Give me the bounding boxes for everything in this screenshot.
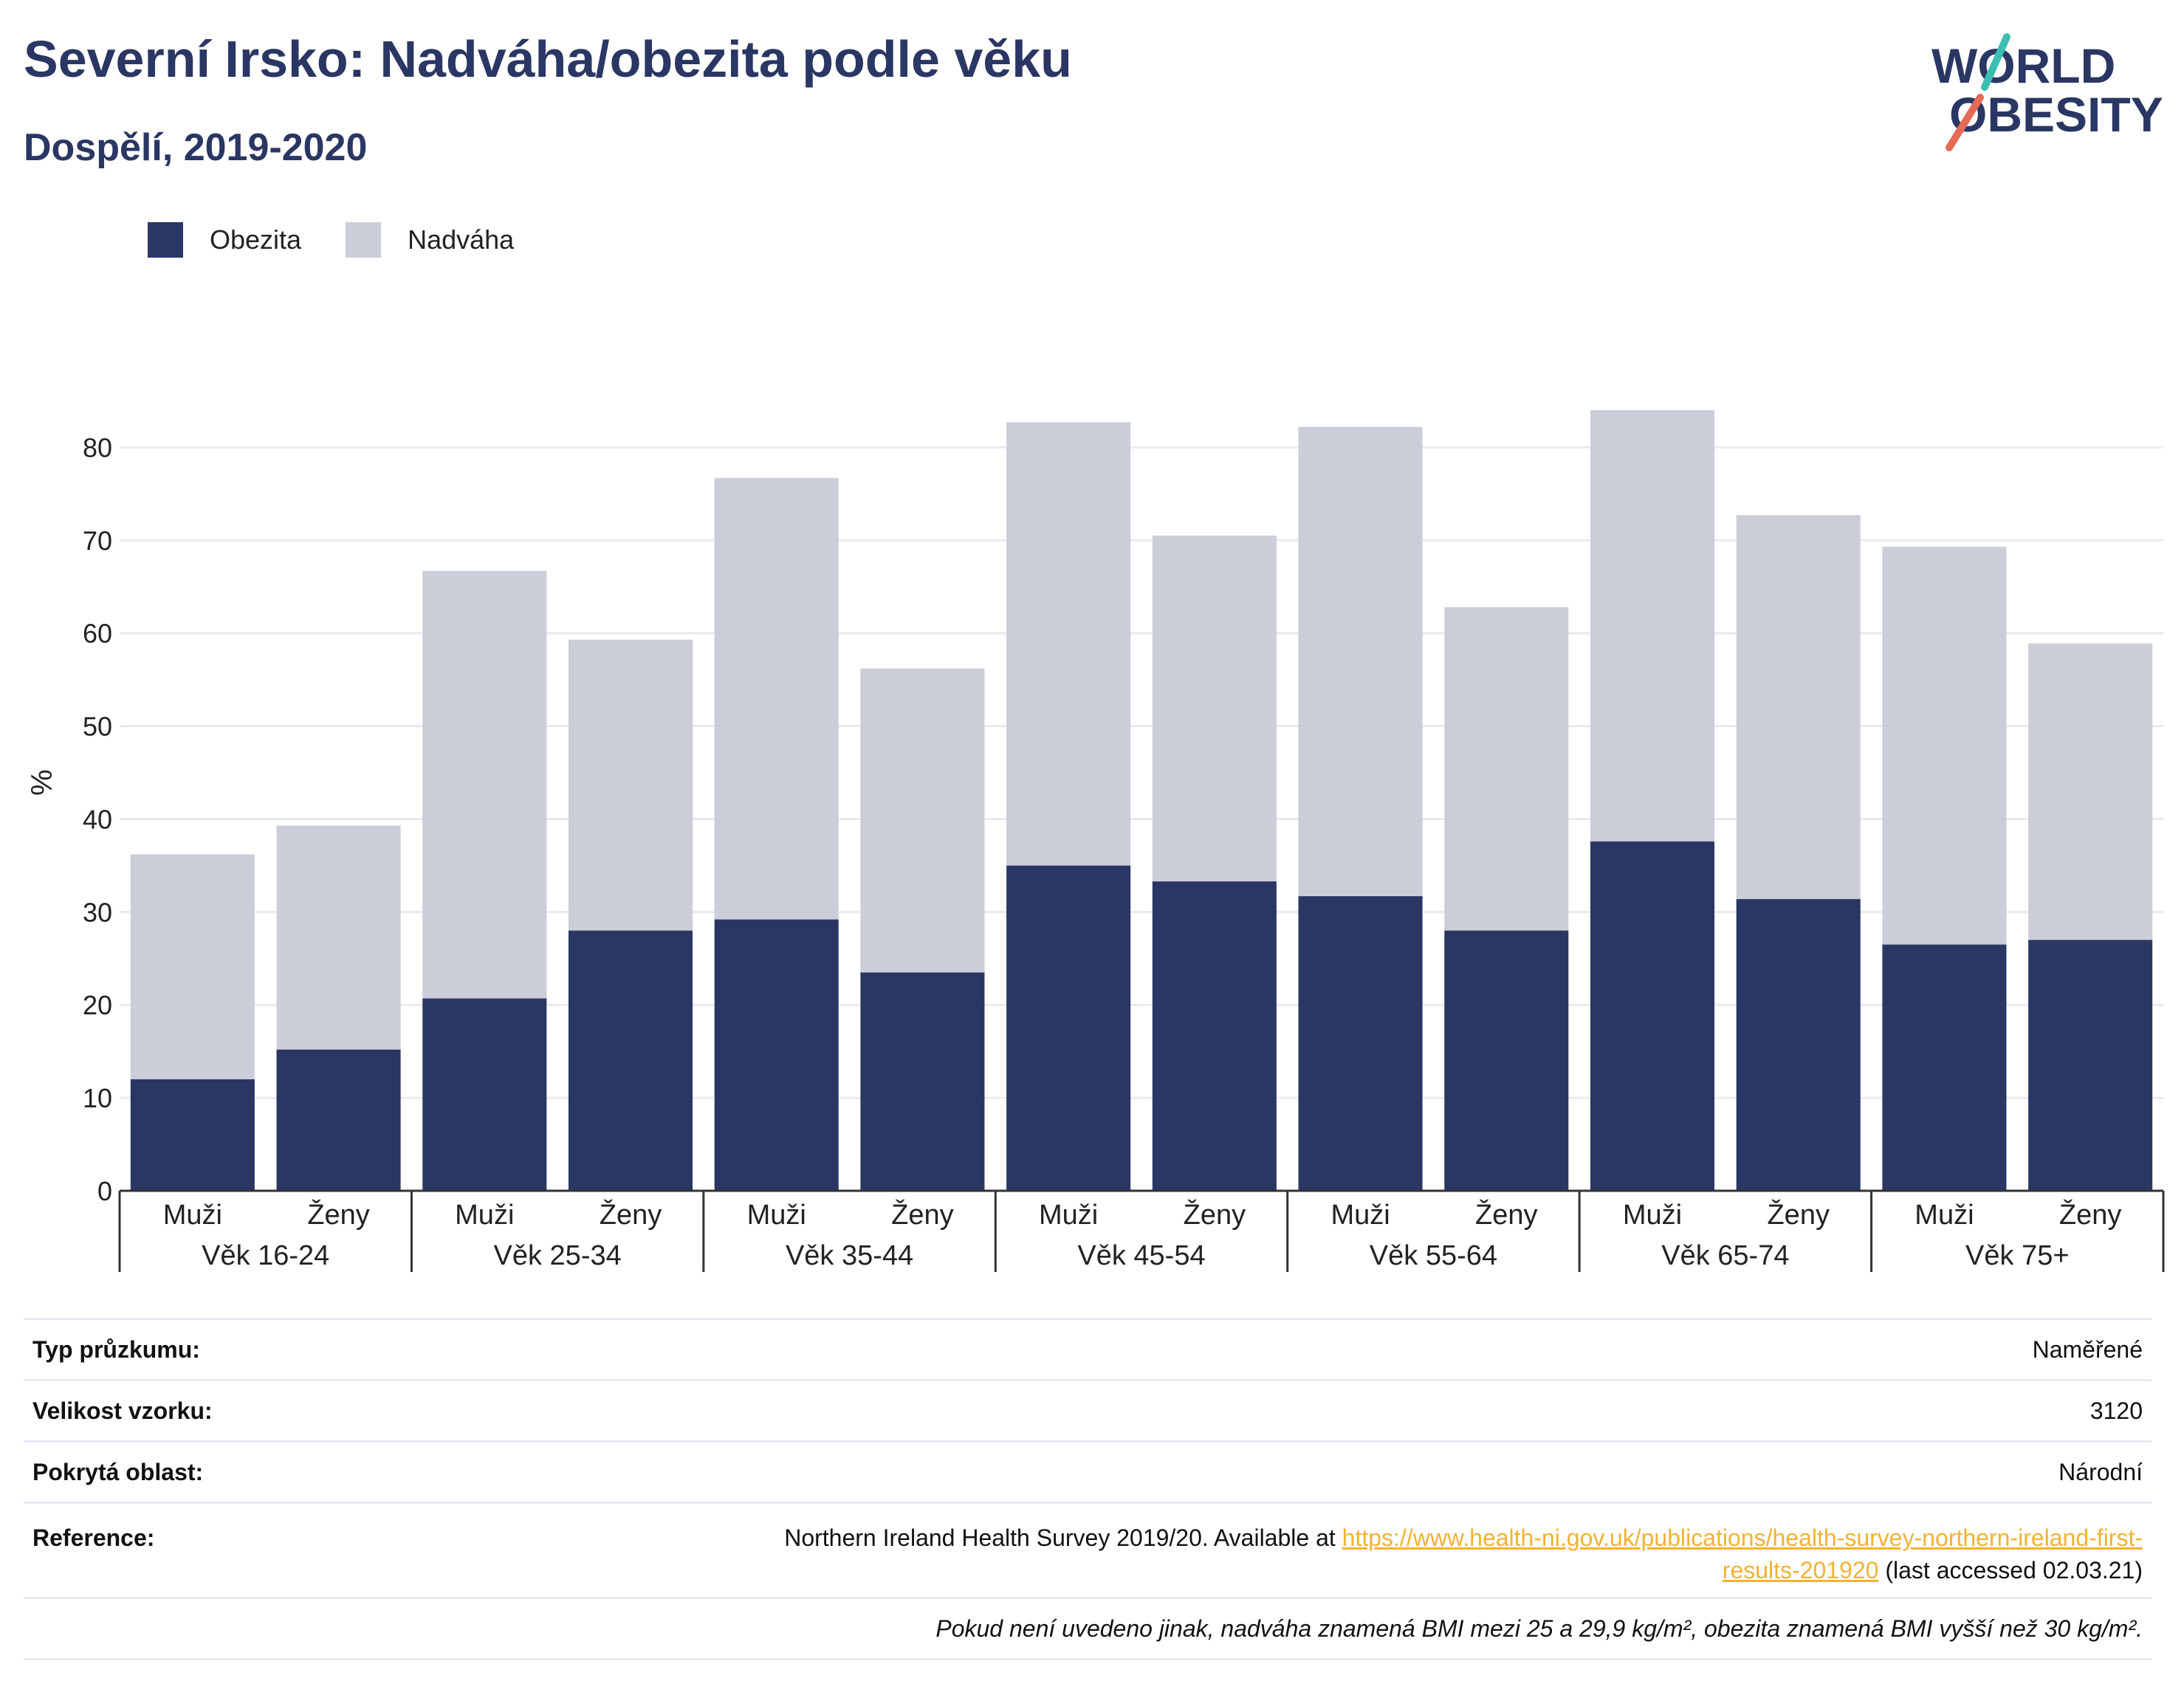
x-tick-label: Ženy	[307, 1199, 369, 1231]
y-tick-label: 20	[83, 990, 112, 1020]
bar-obesity	[714, 919, 839, 1191]
info-row-sample-size: Velikost vzorku: 3120	[24, 1379, 2152, 1440]
info-row-coverage: Pokrytá oblast: Národní	[24, 1440, 2152, 1502]
reference-link-continued[interactable]: results-201920	[1722, 1557, 1879, 1584]
survey-info-table: Typ průzkumu: Naměřené Velikost vzorku: …	[24, 1318, 2152, 1660]
x-tick-label: Ženy	[600, 1199, 662, 1231]
x-tick-label: Ženy	[1184, 1199, 1246, 1231]
group-label: Věk 75+	[1965, 1240, 2070, 1271]
survey-type-value: Naměřené	[2032, 1335, 2143, 1363]
bar-obesity	[1444, 930, 1569, 1191]
bar-obesity	[1736, 898, 1861, 1191]
info-row-note: Pokud není uvedeno jinak, nadváha znamen…	[24, 1597, 2152, 1660]
x-tick-label: Muži	[163, 1200, 222, 1231]
bar-obesity	[1006, 865, 1131, 1191]
bar-overweight	[714, 478, 839, 920]
y-tick-label: 30	[83, 897, 112, 927]
bar-overweight	[1736, 515, 1861, 899]
definition-note: Pokud není uvedeno jinak, nadváha znamen…	[935, 1615, 2143, 1642]
y-tick-label: 40	[83, 804, 112, 834]
x-tick-label: Ženy	[891, 1199, 953, 1231]
bar-obesity	[2028, 940, 2153, 1191]
legend-label-overweight: Nadváha	[408, 224, 515, 255]
bar-overweight	[422, 571, 547, 999]
bar-overweight	[2028, 643, 2153, 941]
page-title: Severní Irsko: Nadváha/obezita podle věk…	[24, 30, 1072, 88]
bar-overweight	[1152, 535, 1277, 881]
sample-size-value: 3120	[2089, 1397, 2143, 1424]
bar-obesity	[568, 930, 693, 1191]
survey-type-label: Typ průzkumu:	[32, 1335, 200, 1363]
group-label: Věk 55-64	[1370, 1240, 1497, 1271]
x-tick-label: Muži	[1915, 1200, 1974, 1231]
legend-label-obesity: Obezita	[210, 224, 302, 255]
reference-value: Northern Ireland Health Survey 2019/20. …	[784, 1504, 2143, 1586]
y-tick-label: 70	[83, 526, 112, 556]
group-label: Věk 35-44	[786, 1240, 913, 1271]
x-tick-label: Ženy	[1767, 1199, 1829, 1231]
y-axis-label: %	[26, 769, 58, 796]
chart-legend: Obezita Nadváha	[148, 221, 558, 258]
legend-swatch-obesity	[148, 222, 183, 258]
bar-obesity	[1298, 895, 1423, 1191]
coverage-label: Pokrytá oblast:	[32, 1458, 204, 1485]
bar-obesity	[1152, 881, 1277, 1191]
bar-overweight	[1882, 546, 2007, 945]
reference-suffix: (last accessed 02.03.21)	[1878, 1557, 2143, 1584]
stacked-bar-chart: 0 10 20 30 40 50 60 70 80% Muži Ženy Muži Ženy Muži Že…	[26, 410, 2165, 1272]
bar-obesity	[1882, 944, 2007, 1191]
group-label: Věk 25-34	[494, 1240, 622, 1271]
group-label: Věk 16-24	[202, 1240, 329, 1271]
bar-obesity	[130, 1079, 255, 1191]
x-tick-label: Muži	[747, 1200, 806, 1231]
info-row-reference: Reference: Northern Ireland Health Surve…	[24, 1502, 2152, 1597]
page-subtitle: Dospělí, 2019-2020	[24, 126, 368, 169]
y-tick-label: 0	[97, 1176, 112, 1206]
bar-overweight	[1444, 607, 1569, 931]
x-tick-label: Muži	[1330, 1200, 1390, 1231]
logo-line1: WORLD	[1931, 38, 2115, 93]
x-tick-label: Muži	[1039, 1200, 1098, 1231]
reference-link[interactable]: https://www.health-ni.gov.uk/publication…	[1342, 1524, 2143, 1551]
bar-obesity	[860, 972, 985, 1191]
info-row-survey-type: Typ průzkumu: Naměřené	[24, 1318, 2152, 1379]
reference-label: Reference:	[32, 1524, 155, 1551]
group-label: Věk 45-54	[1077, 1240, 1205, 1271]
x-tick-label: Muži	[1623, 1200, 1682, 1231]
bar-overweight	[1590, 410, 1715, 842]
bar-overweight	[860, 668, 985, 973]
bar-overweight	[130, 854, 255, 1079]
bar-overweight	[276, 825, 401, 1050]
y-tick-label: 80	[83, 433, 112, 463]
y-tick-label: 50	[83, 712, 112, 742]
bar-overweight	[568, 639, 693, 931]
x-tick-label: Ženy	[1475, 1199, 1537, 1231]
sample-size-label: Velikost vzorku:	[32, 1397, 213, 1424]
bar-overweight	[1298, 427, 1423, 896]
coverage-value: Národní	[2058, 1458, 2143, 1485]
reference-text: Northern Ireland Health Survey 2019/20. …	[784, 1524, 1342, 1551]
y-tick-label: 60	[83, 619, 112, 649]
x-tick-label: Muži	[455, 1200, 514, 1231]
bar-obesity	[276, 1049, 401, 1191]
bar-obesity	[422, 998, 547, 1191]
x-tick-label: Ženy	[2059, 1199, 2121, 1231]
bar-overweight	[1006, 422, 1131, 866]
logo-line2: OBESITY	[1949, 87, 2163, 142]
bar-obesity	[1590, 841, 1715, 1191]
legend-swatch-overweight	[346, 222, 382, 258]
legend-item-overweight: Nadváha	[346, 222, 514, 258]
y-tick-label: 10	[83, 1083, 112, 1113]
world-obesity-logo: WORLD OBESITY	[1931, 33, 2163, 151]
group-label: Věk 65-74	[1661, 1240, 1789, 1271]
legend-item-obesity: Obezita	[148, 222, 301, 258]
